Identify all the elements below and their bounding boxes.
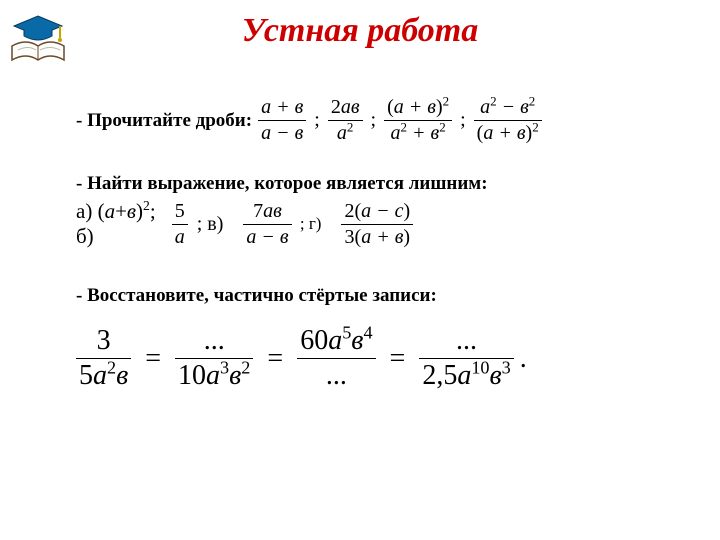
eq-frac-3: 60а5в4 ...	[297, 325, 375, 392]
fraction-4: а2 − в2 (а + в)2	[474, 96, 542, 145]
fraction-3: (а + в)2 а2 + в2	[384, 96, 452, 145]
fraction-1: а + в а − в	[258, 96, 306, 145]
task-1-prompt: - Прочитайте дроби:	[76, 110, 252, 132]
option-c: 7ав а − в ; г)	[243, 200, 325, 249]
placeholder: ...	[323, 360, 350, 392]
placeholder: ...	[453, 325, 480, 357]
separator: ;	[314, 109, 320, 132]
fraction-1-num: а + в	[258, 96, 306, 119]
eq-frac-4: ... 2,5а10в3	[419, 325, 513, 392]
task-3-prompt: - Восстановите, частично стёртые записи:	[76, 285, 696, 307]
option-b: 5 а ; в)	[172, 200, 228, 249]
task-3-equation: 3 5а2в = ... 10а3в2 = 60а5в4 ... =	[76, 325, 696, 392]
task-1: - Прочитайте дроби: а + в а − в ; 2ав а2…	[76, 96, 696, 145]
slide: Устная работа - Прочитайте дроби: а + в …	[0, 0, 720, 540]
separator: ;	[460, 109, 466, 132]
option-d-label: ; г)	[296, 214, 322, 234]
option-d: 2(а − с) 3(а + в)	[341, 200, 413, 249]
option-a-label: а)	[76, 199, 98, 223]
option-a: а) (а+в)2;	[76, 199, 156, 224]
fraction-1-den: а − в	[258, 122, 306, 145]
page-title: Устная работа	[0, 12, 720, 50]
option-c-label: ; в)	[192, 213, 224, 236]
option-b-label: б)	[76, 224, 156, 249]
placeholder: ...	[201, 325, 228, 357]
task-2: - Найти выражение, которое является лишн…	[76, 173, 696, 249]
fraction-2: 2ав а2	[328, 96, 363, 145]
task-3: - Восстановите, частично стёртые записи:…	[76, 285, 696, 392]
task-1-fractions: а + в а − в ; 2ав а2 ; (а + в)2 а2 + в2 …	[258, 96, 542, 145]
eq-frac-2: ... 10а3в2	[175, 325, 253, 392]
separator: ;	[371, 109, 377, 132]
eq-frac-1: 3 5а2в	[76, 325, 131, 392]
content: - Прочитайте дроби: а + в а − в ; 2ав а2…	[76, 96, 696, 392]
task-2-prompt: - Найти выражение, которое является лишн…	[76, 173, 696, 195]
